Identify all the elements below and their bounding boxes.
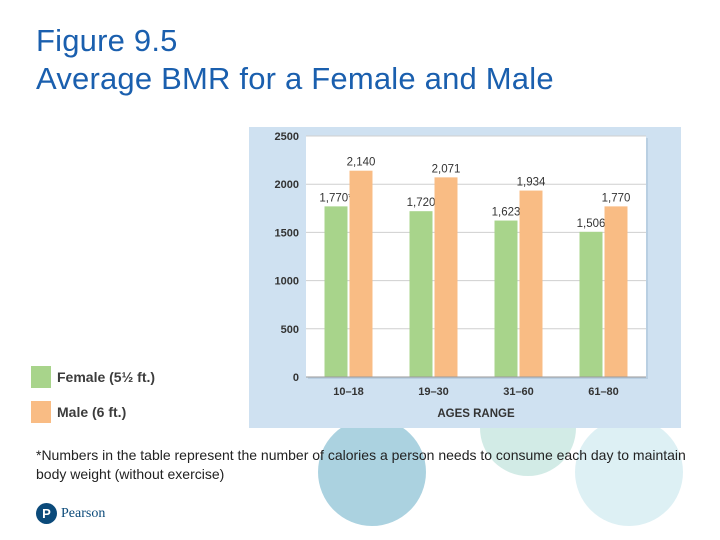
y-tick-label: 500 (281, 324, 299, 336)
bar-female (579, 231, 603, 377)
chart-panel: 0 500 1000 1500 2000 2500 1,770* 2,140 10–18 1,72… (249, 127, 681, 428)
x-tick-label: 31–60 (503, 386, 534, 398)
legend-label-female: Female (5½ ft.) (57, 369, 156, 385)
data-label: 1,770* (319, 192, 353, 204)
x-tick-label: 19–30 (418, 386, 449, 398)
data-label: 1,506 (577, 218, 606, 230)
pearson-logo-text: Pearson (61, 505, 106, 521)
bar-male (519, 190, 543, 377)
pearson-logo-icon: P (36, 503, 57, 524)
data-label: 1,770 (602, 192, 631, 204)
pearson-logo: P Pearson (36, 503, 105, 524)
x-axis-title: AGES RANGE (437, 408, 515, 420)
y-tick-label: 0 (293, 372, 299, 384)
data-label: 2,071 (432, 163, 461, 175)
figure-caption: Average BMR for a Female and Male (36, 61, 554, 96)
data-label: 1,934 (517, 177, 546, 189)
bar-male (604, 206, 628, 377)
bmr-bar-chart: 0 500 1000 1500 2000 2500 1,770* 2,140 10–18 1,72… (275, 131, 648, 420)
y-tick-label: 1000 (275, 276, 299, 288)
legend-swatch-male (31, 401, 51, 423)
legend-swatch-female (31, 366, 51, 388)
bar-female (409, 211, 433, 377)
bar-male (434, 177, 458, 377)
legend-label-male: Male (6 ft.) (57, 404, 127, 420)
y-tick-label: 2500 (275, 131, 299, 143)
footnote: *Numbers in the table represent the numb… (36, 447, 686, 482)
y-tick-label: 2000 (275, 179, 299, 191)
x-tick-label: 61–80 (588, 386, 619, 398)
data-label: 1,623 (492, 207, 521, 219)
legend-item-female: Female (5½ ft.) (31, 365, 155, 389)
decorative-circle (318, 418, 426, 526)
legend-item-male: Male (6 ft.) (31, 400, 155, 424)
data-label: 1,720 (407, 197, 436, 209)
slide-title: Figure 9.5 Average BMR for a Female and … (36, 22, 554, 98)
x-tick-label: 10–18 (333, 386, 364, 398)
decorative-circle (575, 418, 683, 526)
bar-female (494, 220, 518, 377)
data-label: 2,140 (347, 157, 376, 169)
y-tick-label: 1500 (275, 227, 299, 239)
bar-male (349, 170, 373, 377)
bar-female (324, 206, 348, 377)
figure-number: Figure 9.5 (36, 23, 178, 58)
chart-legend: Female (5½ ft.) Male (6 ft.) (31, 365, 155, 435)
